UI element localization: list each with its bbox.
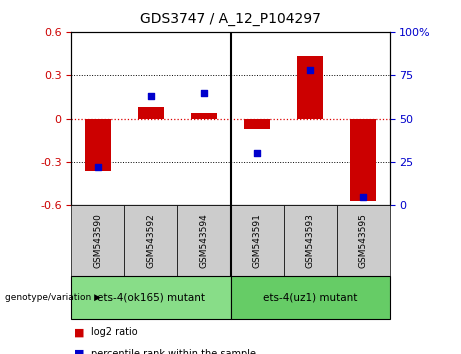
Bar: [138, 107, 164, 119]
FancyBboxPatch shape: [230, 276, 390, 319]
Point: [94, 164, 101, 170]
FancyBboxPatch shape: [177, 205, 230, 276]
Bar: [244, 119, 270, 129]
FancyBboxPatch shape: [337, 205, 390, 276]
Text: GSM543593: GSM543593: [306, 213, 314, 268]
Text: log2 ratio: log2 ratio: [91, 327, 137, 337]
Text: GSM543594: GSM543594: [200, 213, 208, 268]
Text: ets-4(ok165) mutant: ets-4(ok165) mutant: [97, 292, 205, 302]
Text: GSM543591: GSM543591: [253, 213, 261, 268]
Bar: [297, 56, 323, 119]
Bar: [191, 113, 217, 119]
Text: GSM543590: GSM543590: [94, 213, 102, 268]
FancyBboxPatch shape: [71, 205, 124, 276]
Point: [306, 67, 313, 73]
Text: ets-4(uz1) mutant: ets-4(uz1) mutant: [263, 292, 357, 302]
Text: GDS3747 / A_12_P104297: GDS3747 / A_12_P104297: [140, 12, 321, 27]
Text: genotype/variation ▶: genotype/variation ▶: [5, 293, 100, 302]
Point: [200, 90, 207, 96]
FancyBboxPatch shape: [284, 205, 337, 276]
Text: percentile rank within the sample: percentile rank within the sample: [91, 349, 256, 354]
Point: [148, 93, 155, 99]
FancyBboxPatch shape: [230, 205, 284, 276]
FancyBboxPatch shape: [71, 276, 230, 319]
Point: [254, 150, 261, 156]
Text: ■: ■: [74, 349, 84, 354]
Bar: [350, 119, 376, 201]
Bar: [85, 119, 111, 171]
Text: GSM543595: GSM543595: [359, 213, 367, 268]
Text: GSM543592: GSM543592: [147, 213, 155, 268]
Text: ■: ■: [74, 327, 84, 337]
FancyBboxPatch shape: [124, 205, 177, 276]
Point: [359, 194, 366, 200]
